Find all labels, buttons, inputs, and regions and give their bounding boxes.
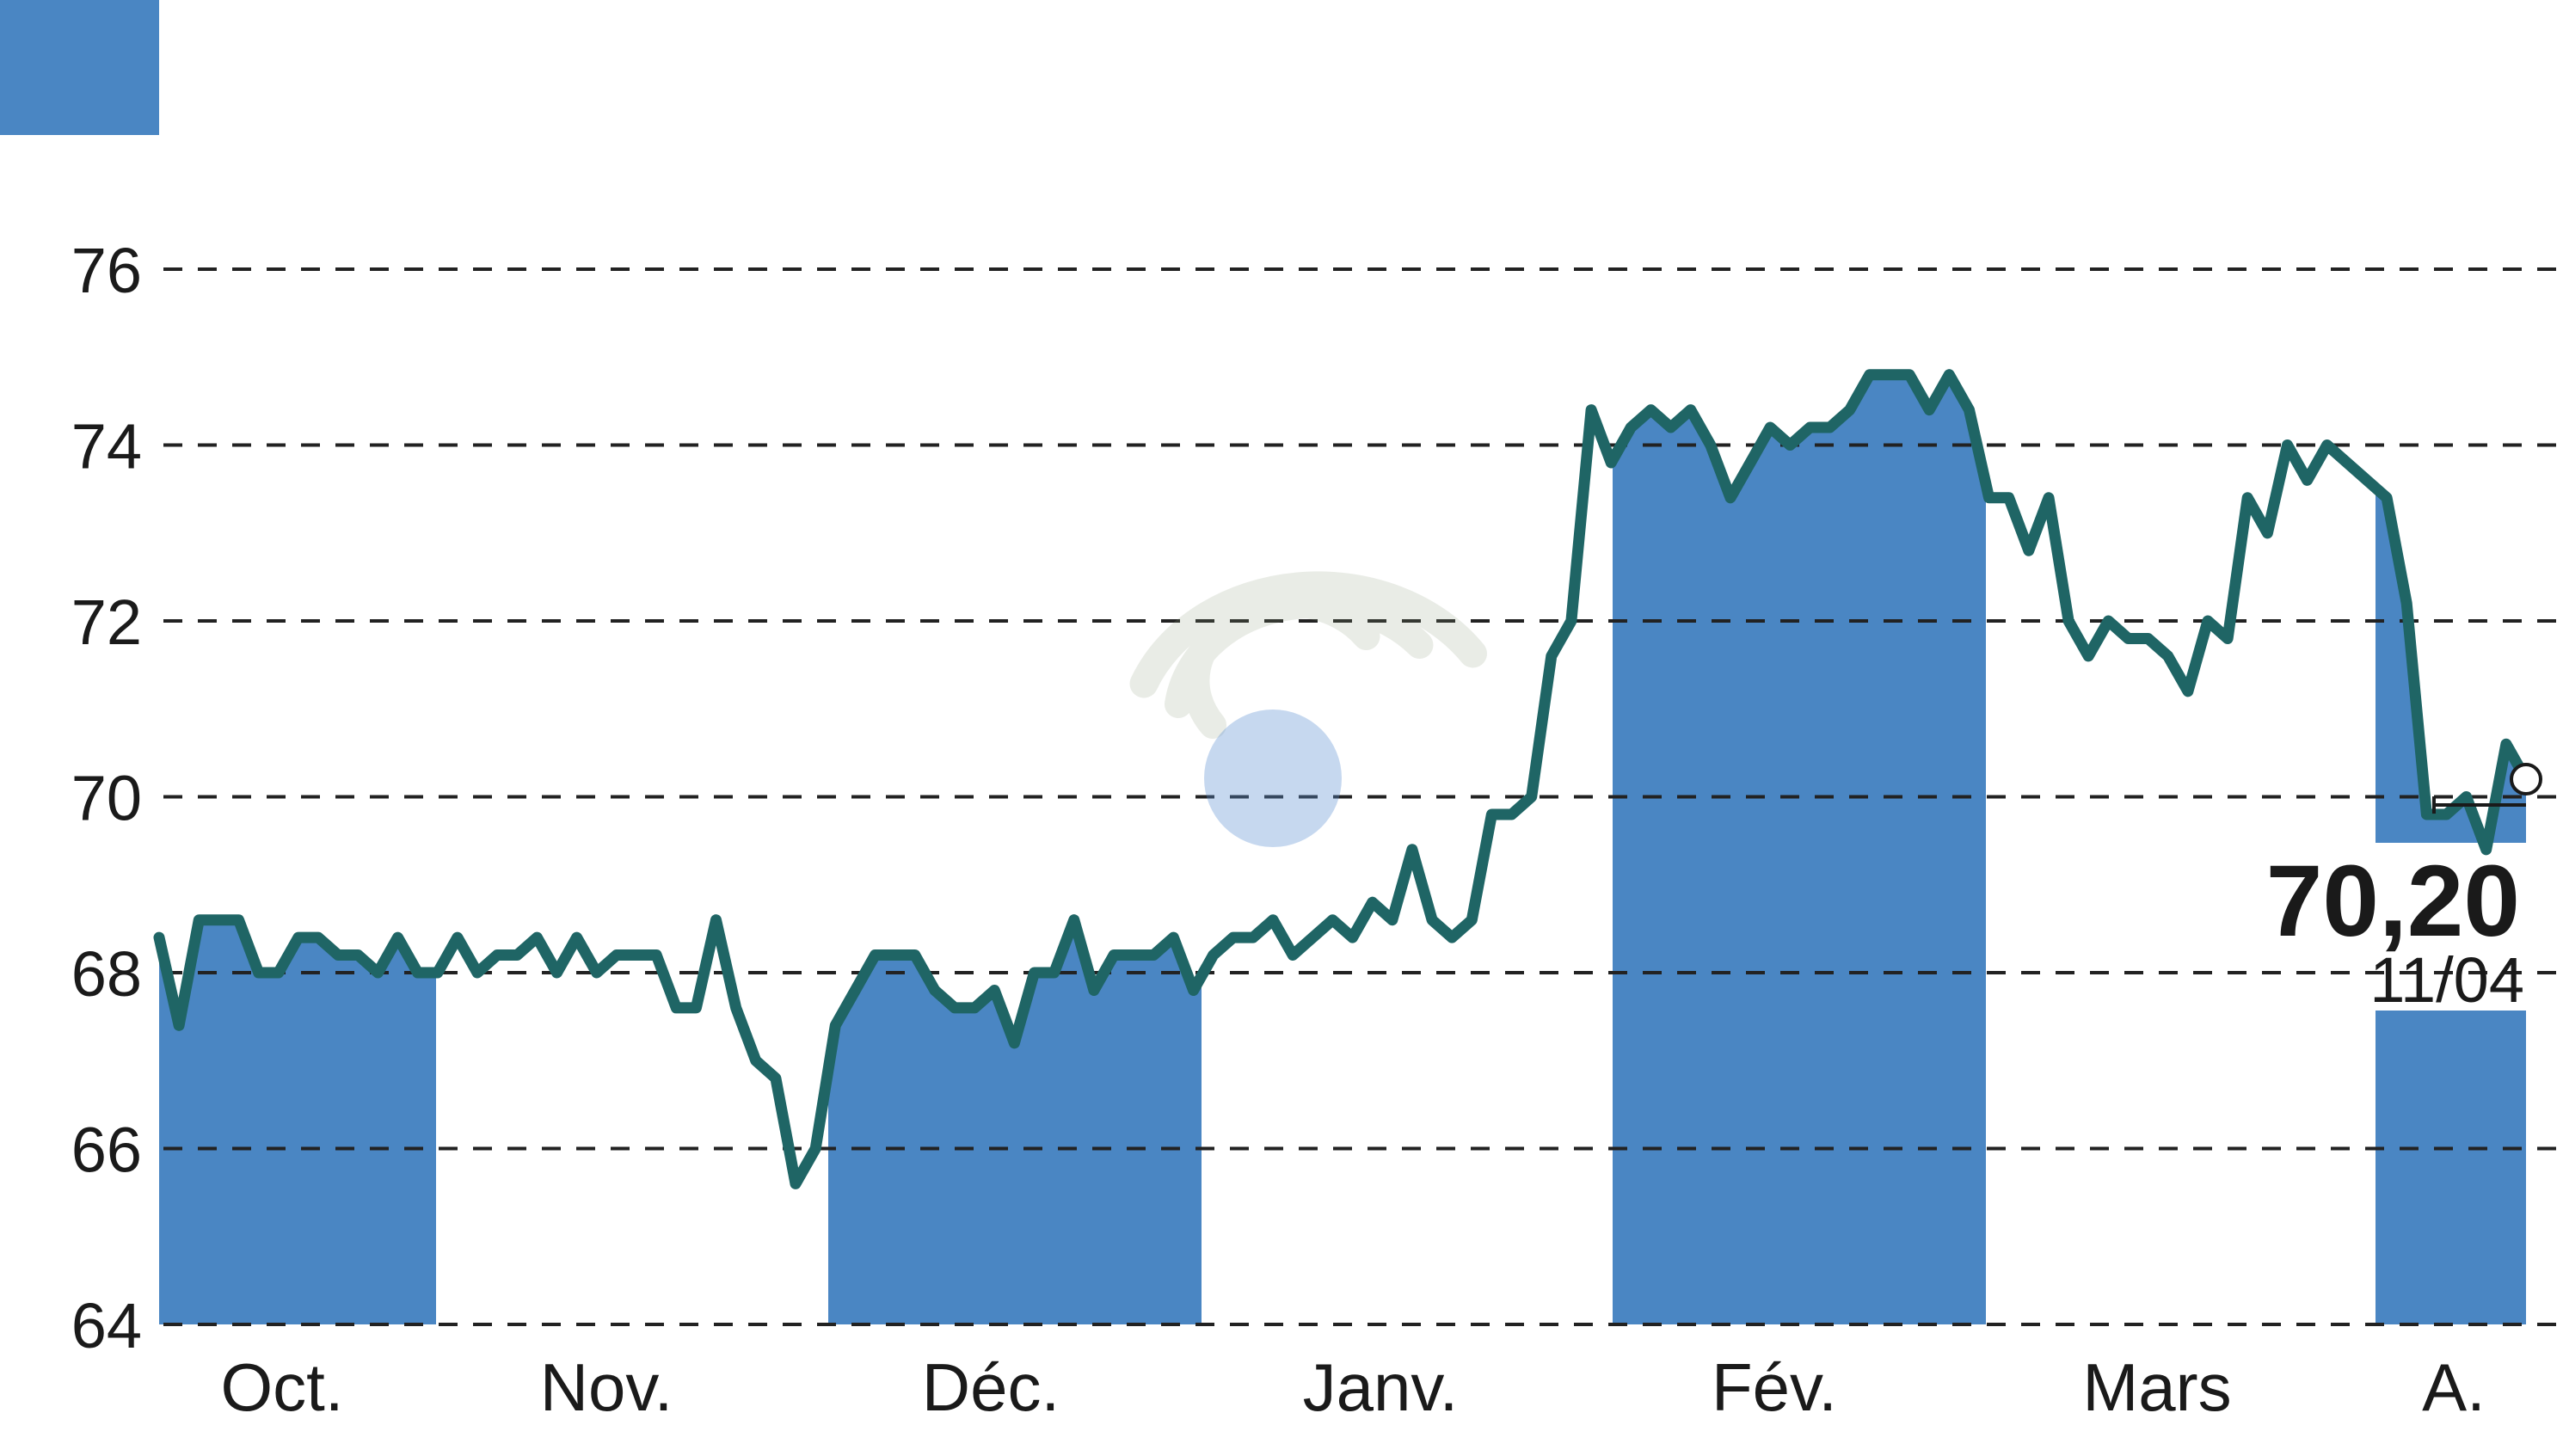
above-line-mask	[159, 0, 2563, 1184]
watermark-arcs	[1129, 571, 1487, 739]
x-axis-months: Oct. Nov. Déc. Janv. Fév. Mars A.	[220, 1349, 2485, 1425]
watermark-logo	[1129, 571, 1487, 847]
watermark-arc	[1165, 590, 1434, 718]
y-tick-label: 76	[71, 235, 142, 306]
last-point-marker	[2510, 763, 2542, 796]
y-axis-ticks: 64 66 68 70 72 74 76	[71, 235, 142, 1361]
y-tick-label: 72	[71, 587, 142, 658]
y-tick-label: 64	[71, 1290, 142, 1361]
x-month-label: Déc.	[922, 1349, 1060, 1425]
y-tick-label: 66	[71, 1115, 142, 1186]
annotation-cutout	[2236, 843, 2529, 1011]
last-value-label: 70,20	[2266, 845, 2520, 958]
x-month-label: Janv.	[1303, 1349, 1459, 1425]
x-month-label: Oct.	[220, 1349, 343, 1425]
y-tick-label: 74	[71, 411, 142, 482]
gridlines	[163, 267, 2563, 1326]
top-clear	[0, 135, 2563, 261]
x-month-label: Fév.	[1712, 1349, 1837, 1425]
price-line	[153, 369, 2532, 1189]
y-tick-label: 68	[71, 938, 142, 1010]
watermark-arc	[1129, 571, 1487, 698]
x-month-label: A.	[2422, 1349, 2486, 1425]
watermark-arc	[1182, 589, 1380, 739]
watermark-ball	[1204, 710, 1342, 847]
price-series-line	[153, 369, 2532, 1189]
month-bands	[0, 0, 2563, 1324]
x-month-label: Nov.	[540, 1349, 673, 1425]
x-month-label: Mars	[2082, 1349, 2231, 1425]
last-date-label: 11/04	[2369, 944, 2524, 1016]
y-tick-label: 70	[71, 763, 142, 834]
